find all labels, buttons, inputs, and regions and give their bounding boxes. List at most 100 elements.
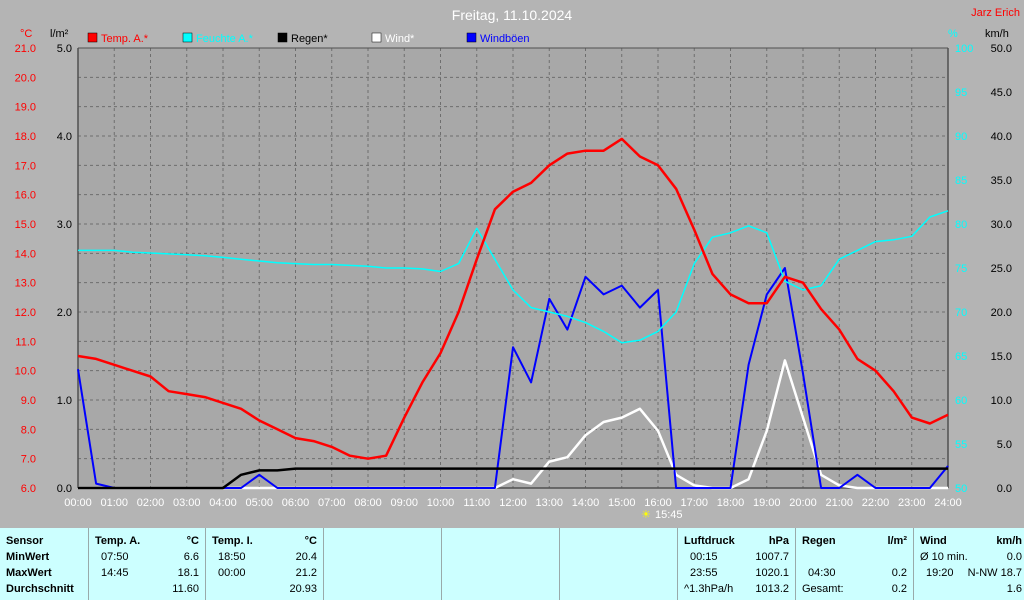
wind-max-time: 19:20: [926, 567, 954, 579]
x-tick-label: 00:00: [64, 497, 92, 509]
x-tick-label: 20:00: [789, 497, 817, 509]
x-tick-label: 05:00: [245, 497, 273, 509]
wind-unit: km/h: [996, 535, 1022, 547]
legend-label: Feuchte A.*: [196, 33, 254, 45]
wind-max: N-NW 18.7: [967, 567, 1022, 579]
luftdruck-trend: ^1.3hPa/h: [684, 583, 734, 595]
humidity-tick-label: 95: [955, 87, 967, 99]
x-tick-label: 19:00: [753, 497, 781, 509]
row-label-sensor: Sensor: [6, 535, 44, 547]
x-tick-label: 11:00: [463, 497, 490, 509]
luftdruck-max-time: 23:55: [690, 567, 718, 579]
rain-tick-label: 0.0: [57, 483, 72, 495]
wind-avg: 1.6: [1006, 583, 1022, 595]
rain-tick-label: 1.0: [57, 395, 72, 407]
weather-chart: 21.0 20.0 19.0 18.0 17.0 16.0 15.0 14.0 13.0 12.0…: [15, 7, 1020, 521]
temp-a-min-time: 07:50: [101, 551, 129, 563]
temp-tick-label: 15.0: [15, 219, 36, 231]
rain-tick-label: 4.0: [57, 131, 72, 143]
temp-tick-label: 17.0: [15, 160, 36, 172]
row-label-min: MinWert: [6, 551, 50, 563]
luftdruck-min-time: 00:15: [690, 551, 718, 563]
temp-tick-label: 12.0: [15, 307, 36, 319]
humidity-tick-label: 55: [955, 439, 967, 451]
luftdruck-header: Luftdruck: [684, 535, 735, 547]
temp-a-avg: 11.60: [172, 583, 199, 595]
temp-tick-label: 7.0: [21, 454, 36, 466]
rain-tick-label: 3.0: [57, 219, 72, 231]
row-label-max: MaxWert: [6, 567, 52, 579]
x-tick-label: 09:00: [390, 497, 418, 509]
temp-a-max: 18.1: [177, 567, 199, 579]
sun-marker-label: 15:45: [655, 509, 683, 521]
temp-a-min: 6.6: [183, 551, 199, 563]
temp-tick-label: 9.0: [21, 395, 36, 407]
humidity-tick-label: 75: [955, 263, 967, 275]
col-regen: Regen l/m² 04:30 0.2 Gesamt: 0.2: [796, 528, 914, 600]
wind-unit-label: km/h: [985, 28, 1009, 40]
temp-i-min: 20.4: [295, 551, 317, 563]
temp-tick-label: 18.0: [15, 131, 36, 143]
x-tick-label: 24:00: [934, 497, 962, 509]
x-tick-label: 01:00: [100, 497, 128, 509]
luftdruck-avg: 1013.2: [755, 583, 789, 595]
chart-area: 21.0 20.0 19.0 18.0 17.0 16.0 15.0 14.0 13.0 12.0…: [0, 0, 1024, 528]
rain-series-line: [78, 467, 948, 490]
wind-tick-label: 50.0: [991, 43, 1012, 55]
legend-label: Windböen: [480, 33, 530, 45]
author-label: Jarz Erich: [971, 7, 1020, 19]
col-luftdruck: Luftdruck hPa 00:15 1007.7 23:55 1020.1 …: [678, 528, 796, 600]
humidity-tick-label: 60: [955, 395, 967, 407]
legend-label: Regen*: [291, 33, 328, 45]
grid: [78, 48, 948, 488]
humidity-tick-label: 80: [955, 219, 967, 231]
wind-tick-label: 0.0: [997, 483, 1012, 495]
col-wind: Wind km/h Ø 10 min. 0.0 19:20 N-NW 18.7 …: [914, 528, 1024, 600]
regen-row2: 0.2: [891, 583, 907, 595]
legend-swatch: [182, 32, 193, 43]
x-tick-label: 22:00: [862, 497, 890, 509]
temp-series-line: [77, 137, 949, 460]
temp-i-header: Temp. I.: [212, 535, 253, 547]
regen-row1: 0.2: [891, 567, 907, 579]
temp-i-max-time: 00:00: [218, 567, 246, 579]
x-tick-label: 08:00: [354, 497, 382, 509]
col-labels: Sensor MinWert MaxWert Durchschnitt: [0, 528, 89, 600]
x-tick-label: 04:00: [209, 497, 237, 509]
humidity-tick-label: 85: [955, 175, 967, 187]
regen-unit: l/m²: [887, 535, 907, 547]
legend-label: Wind*: [385, 33, 415, 45]
humidity-tick-label: 50: [955, 483, 967, 495]
temp-a-unit: °C: [186, 535, 199, 547]
row-label-avg: Durchschnitt: [6, 583, 74, 595]
wind-tick-label: 5.0: [997, 439, 1012, 451]
legend-label: Temp. A.*: [101, 33, 149, 45]
temp-tick-label: 11.0: [15, 336, 36, 348]
temp-a-max-time: 14:45: [101, 567, 129, 579]
rain-tick-label: 2.0: [57, 307, 72, 319]
humidity-tick-label: 90: [955, 131, 967, 143]
x-tick-label: 07:00: [318, 497, 346, 509]
x-tick-label: 03:00: [173, 497, 201, 509]
temp-unit-label: °C: [20, 28, 32, 40]
rain-unit-label: l/m²: [50, 28, 69, 40]
temp-tick-label: 8.0: [21, 424, 36, 436]
temp-tick-label: 13.0: [15, 278, 36, 290]
x-tick-label: 14:00: [572, 497, 600, 509]
luftdruck-unit: hPa: [768, 535, 789, 547]
temp-tick-label: 20.0: [15, 72, 36, 84]
temp-tick-label: 6.0: [21, 483, 36, 495]
col-empty-3: [560, 528, 678, 600]
x-tick-label: 10:00: [427, 497, 455, 509]
tick-labels: 21.0 20.0 19.0 18.0 17.0 16.0 15.0 14.0 13.0 12.0…: [15, 43, 1012, 509]
legend-swatch: [466, 32, 477, 43]
legend-swatch: [87, 32, 98, 43]
chart-title: Freitag, 11.10.2024: [452, 7, 573, 23]
legend-swatch: [277, 32, 288, 43]
col-empty-2: [442, 528, 560, 600]
temp-tick-label: 21.0: [15, 43, 36, 55]
humidity-tick-label: 65: [955, 351, 967, 363]
wind-tick-label: 45.0: [991, 87, 1012, 99]
temp-a-header: Temp. A.: [95, 535, 141, 547]
temp-i-avg: 20.93: [289, 583, 317, 595]
